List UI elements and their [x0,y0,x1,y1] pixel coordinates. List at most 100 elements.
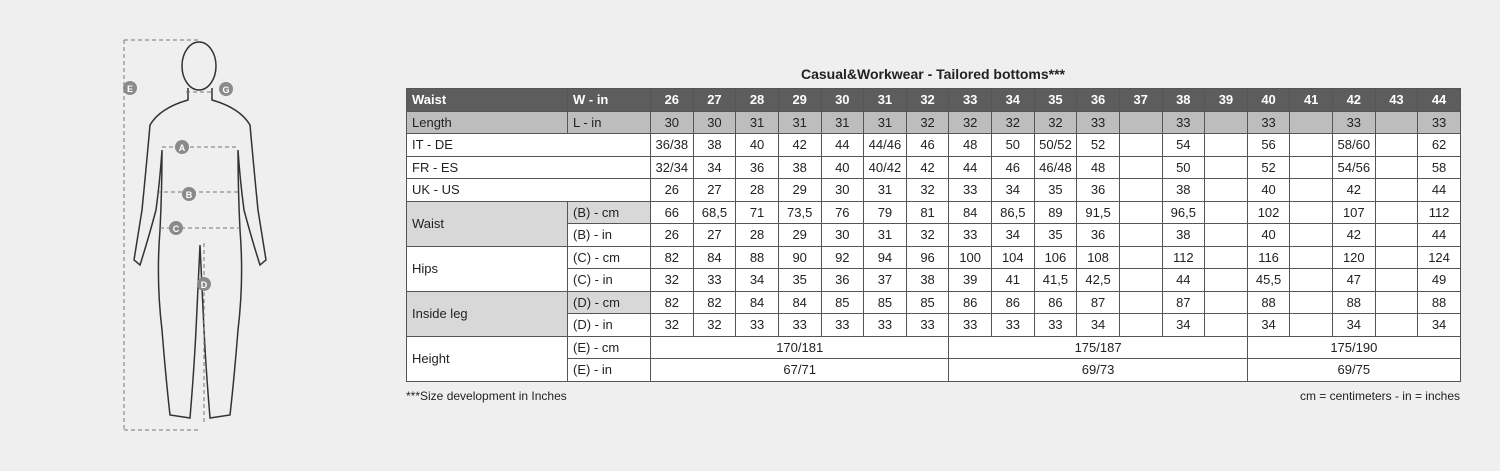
size-cell: 46/48 [1033,155,1078,179]
size-cell: 31 [735,110,779,134]
empty-cell [1118,133,1163,157]
table-row: (D) - in 32 32 33 33 33 33 33 33 33 33 34 34 34 34 34 [407,313,1461,337]
marker-circle [219,82,233,96]
size-cell: 36 [1076,223,1120,247]
unit-legend: cm = centimeters - in = inches [1299,389,1460,403]
size-header: 34 [991,88,1035,112]
marker-circle [123,81,137,95]
size-cell: 32 [650,313,694,337]
size-cell: 27 [692,223,737,247]
size-cell: 108 [1076,245,1120,269]
size-cell: 52 [1076,133,1120,157]
table-row: Hips (C) - cm 82 84 88 90 92 94 96 100 104 106 108 11… [406,245,1461,292]
group-label: Waist [406,200,568,247]
size-cell: 33 [1417,110,1461,134]
size-cell: 106 [1033,245,1078,269]
size-cell: 79 [863,200,907,224]
size-cell: 85 [863,290,907,314]
empty-cell [1374,200,1419,224]
size-cell: 107 [1332,200,1376,224]
size-cell: 91,5 [1076,200,1120,224]
empty-cell [1374,110,1419,134]
size-cell: 32 [991,110,1035,134]
size-cell: 31 [863,110,907,134]
footnote: ***Size development in Inches [406,389,567,403]
empty-cell [1374,313,1419,337]
size-cell: 46 [991,155,1035,179]
row-label: UK - US [406,178,651,202]
empty-cell [1118,268,1163,292]
size-cell: 40/42 [863,155,907,179]
empty-cell [1204,290,1248,314]
size-cell: 84 [777,290,822,314]
size-header: 40 [1246,88,1291,112]
size-cell: 33 [1076,110,1120,134]
header-label: Waist [406,88,568,112]
size-cell: 86 [948,290,992,314]
table-row: IT - DE 36/38 38 40 42 44 44/46 46 48 50 50/52 52 54… [406,133,1461,157]
table-row: FR - ES 32/34 34 36 38 40 40/42 42 44 46 46/48 48 50… [406,155,1461,179]
size-cell: 87 [1076,290,1120,314]
size-cell: 33 [948,178,992,202]
size-cell: 35 [1033,223,1078,247]
size-cell: 36 [1076,178,1120,202]
size-cell: 35 [777,268,822,292]
size-cell: 32/34 [650,155,694,179]
size-cell: 92 [820,245,865,269]
size-cell: 116 [1246,245,1291,269]
row-unit: (C) - in [567,268,651,292]
size-cell: 31 [777,110,822,134]
size-cell: 31 [863,178,907,202]
empty-cell [1118,178,1163,202]
size-cell: 44 [820,133,865,157]
marker-label: D [201,280,208,290]
marker-label: A [179,143,186,153]
size-cell: 68,5 [692,200,737,224]
size-cell: 33 [905,313,950,337]
size-cell: 26 [650,178,694,202]
size-cell: 88 [1246,290,1291,314]
size-cell: 44 [948,155,992,179]
size-cell: 56 [1246,133,1291,157]
size-cell: 71 [735,200,779,224]
size-header: 39 [1204,88,1248,112]
size-header: 38 [1161,88,1206,112]
size-header: 35 [1033,88,1078,112]
empty-cell [1204,110,1248,134]
size-cell: 30 [820,178,865,202]
empty-cell [1204,245,1248,269]
size-cell: 33 [735,313,779,337]
row-unit: (B) - in [567,223,651,247]
size-cell: 88 [1332,290,1376,314]
size-cell: 73,5 [777,200,822,224]
row-unit: L - in [567,110,651,134]
empty-cell [1118,245,1163,269]
empty-cell [1118,223,1163,247]
size-cell: 39 [948,268,992,292]
size-cell: 42 [1332,178,1376,202]
size-cell: 41 [991,268,1035,292]
size-cell: 50 [991,133,1035,157]
size-cell: 40 [735,133,779,157]
size-cell: 88 [735,245,779,269]
size-cell: 33 [692,268,737,292]
size-cell: 31 [820,110,865,134]
size-cell: 48 [948,133,992,157]
size-cell: 34 [1417,313,1461,337]
marker-circle [169,221,183,235]
size-cell: 62 [1417,133,1461,157]
size-cell: 36/38 [650,133,694,157]
empty-cell [1289,313,1333,337]
row-unit: (B) - cm [567,200,651,224]
size-cell: 33 [948,223,992,247]
size-cell: 27 [692,178,737,202]
empty-cell [1289,110,1333,134]
size-header: 42 [1332,88,1376,112]
size-header: 27 [692,88,737,112]
size-cell: 120 [1332,245,1376,269]
empty-cell [1204,313,1248,337]
size-cell: 38 [905,268,950,292]
size-cell: 84 [692,245,737,269]
size-cell: 40 [820,155,865,179]
size-header: 31 [863,88,907,112]
